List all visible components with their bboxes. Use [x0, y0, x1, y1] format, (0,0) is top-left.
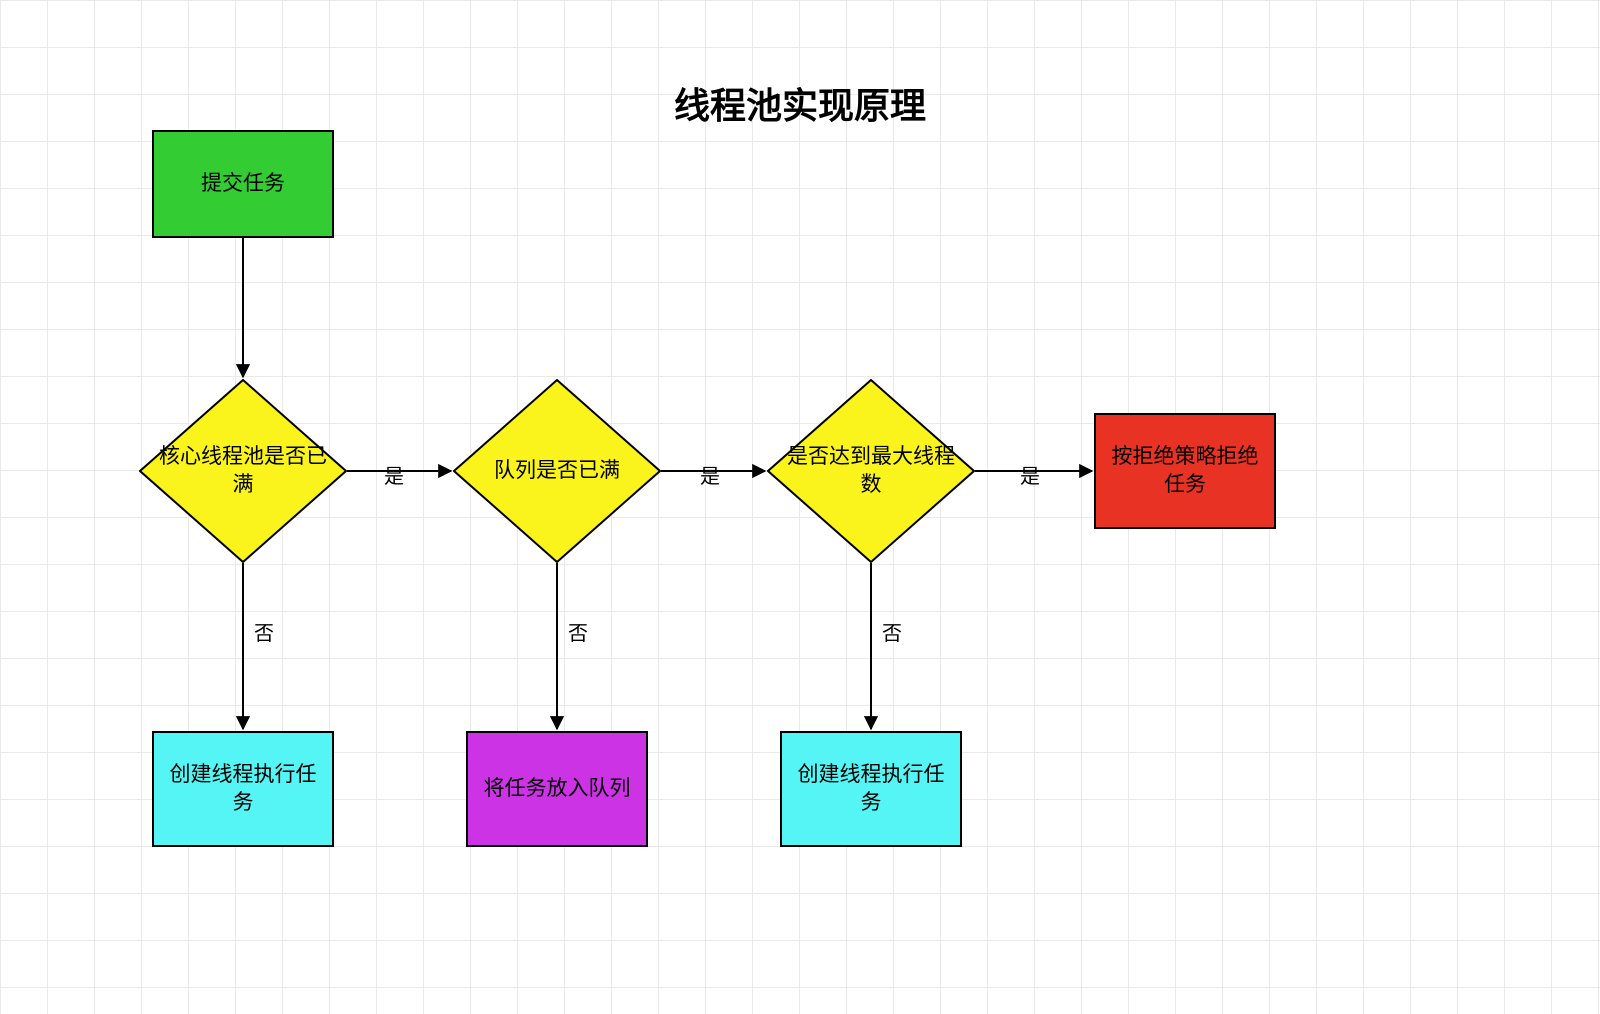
node-enqueue: 将任务放入队列 [466, 731, 648, 847]
node-create1-label: 创建线程执行任务 [166, 761, 320, 818]
node-d2-label: 队列是否已满 [453, 379, 661, 563]
node-submit-label: 提交任务 [201, 170, 285, 198]
node-submit: 提交任务 [152, 130, 334, 238]
edge-label-e-d3-create2: 否 [882, 617, 902, 646]
node-d3-label: 是否达到最大线程数 [767, 379, 975, 563]
edge-label-e-d2-d3: 是 [700, 460, 720, 489]
node-d1-label: 核心线程池是否已满 [139, 379, 347, 563]
node-create2: 创建线程执行任务 [780, 731, 962, 847]
node-d2: 队列是否已满 [453, 379, 661, 563]
node-create1: 创建线程执行任务 [152, 731, 334, 847]
edge-label-e-d2-enqueue: 否 [568, 617, 588, 646]
edge-label-e-d1-create1: 否 [254, 617, 274, 646]
diagram-title: 线程池实现原理 [500, 77, 1100, 129]
node-create2-label: 创建线程执行任务 [794, 761, 948, 818]
node-d1: 核心线程池是否已满 [139, 379, 347, 563]
node-d3: 是否达到最大线程数 [767, 379, 975, 563]
edge-label-e-d3-reject: 是 [1020, 460, 1040, 489]
node-reject: 按拒绝策略拒绝任务 [1094, 413, 1276, 529]
edge-label-e-d1-d2: 是 [384, 460, 404, 489]
node-reject-label: 按拒绝策略拒绝任务 [1108, 443, 1262, 500]
node-enqueue-label: 将任务放入队列 [484, 775, 631, 803]
